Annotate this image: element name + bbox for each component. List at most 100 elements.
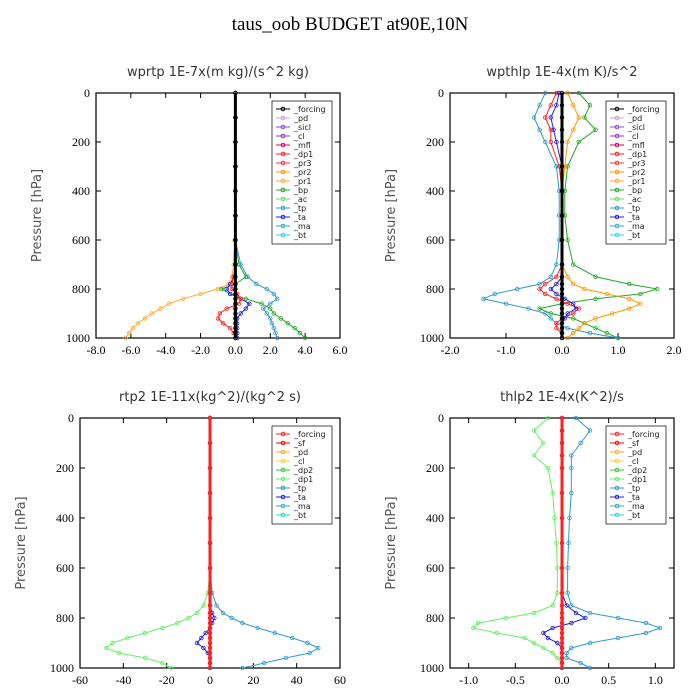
legend-entry: _pd	[293, 114, 308, 123]
data-point	[571, 281, 576, 287]
data-point	[559, 321, 565, 326]
y-axis-label: Pressure [hPa]	[384, 169, 399, 262]
y-tick-label: 400	[56, 511, 74, 525]
data-point	[559, 428, 565, 433]
x-tick-label: -20	[159, 673, 175, 687]
data-point	[199, 635, 204, 641]
data-point	[233, 262, 238, 267]
data-point	[302, 335, 308, 341]
data-point	[541, 630, 546, 636]
legend-entry: _bp	[627, 186, 642, 195]
data-point	[207, 625, 213, 631]
data-point	[207, 615, 213, 621]
data-point	[142, 655, 148, 661]
data-point	[207, 630, 213, 636]
data-point	[571, 311, 576, 316]
data-point	[573, 610, 579, 616]
data-point	[548, 316, 553, 321]
legend-marker	[614, 106, 620, 112]
legend-marker	[280, 214, 286, 220]
data-point	[110, 640, 115, 646]
data-point	[554, 274, 559, 279]
data-point	[545, 465, 551, 471]
legend-entry: _tp	[627, 204, 640, 213]
data-point	[264, 311, 269, 316]
data-point	[160, 660, 165, 666]
data-point	[207, 540, 213, 546]
data-point	[126, 330, 132, 336]
data-point	[554, 321, 559, 326]
legend-marker	[614, 196, 620, 202]
data-point	[576, 115, 581, 120]
data-point	[559, 296, 565, 301]
data-point	[537, 281, 542, 287]
data-point	[587, 640, 593, 646]
data-point	[554, 296, 559, 301]
x-tick-label: 0.0	[555, 673, 570, 687]
data-point	[565, 274, 570, 279]
data-point	[207, 415, 213, 421]
series-line-dp1g	[472, 417, 563, 668]
legend-entry: _cl	[293, 132, 305, 141]
x-tick-label: 1.0	[648, 673, 663, 687]
data-point	[307, 650, 312, 656]
data-point	[559, 237, 565, 243]
data-point	[233, 115, 238, 120]
data-point	[233, 306, 238, 311]
data-point	[221, 321, 226, 326]
y-tick-label: 800	[426, 282, 444, 296]
legend-marker	[614, 440, 620, 446]
data-point	[564, 650, 569, 656]
data-point	[559, 660, 565, 666]
data-point	[207, 490, 213, 496]
data-point	[555, 655, 560, 661]
data-point	[554, 262, 559, 267]
data-point	[587, 330, 593, 336]
data-point	[559, 301, 565, 306]
legend-marker	[280, 494, 286, 500]
data-point	[531, 115, 537, 120]
data-point	[550, 625, 555, 631]
data-point	[243, 306, 249, 311]
data-point	[278, 316, 283, 321]
data-point	[582, 321, 587, 326]
data-point	[201, 603, 206, 608]
data-point	[638, 291, 643, 297]
data-point	[116, 650, 122, 656]
legend-entry: _tp	[627, 484, 640, 493]
data-point	[233, 274, 238, 279]
data-point	[219, 286, 224, 292]
data-point	[573, 306, 579, 311]
data-point	[233, 164, 238, 169]
data-point	[559, 515, 565, 521]
data-point	[207, 620, 213, 626]
data-point	[207, 465, 213, 471]
data-point	[271, 326, 276, 331]
data-point	[273, 330, 278, 336]
data-point	[576, 306, 581, 311]
data-point	[233, 301, 238, 306]
data-point	[567, 515, 572, 521]
y-axis-label: Pressure [hPa]	[384, 496, 399, 589]
data-point	[582, 115, 587, 120]
data-point	[559, 565, 565, 571]
legend-entry: _dp1	[627, 475, 647, 484]
legend-marker	[280, 476, 286, 482]
data-point	[559, 603, 565, 608]
legend-marker	[280, 512, 286, 518]
data-point	[515, 286, 520, 292]
data-point	[593, 296, 598, 301]
data-point	[569, 453, 574, 458]
series-line-tp	[566, 417, 662, 669]
data-point	[564, 603, 569, 608]
data-point	[229, 615, 234, 621]
legend-entry: _bt	[627, 231, 640, 240]
data-point	[207, 665, 213, 671]
legend-entry: _ta	[293, 213, 306, 222]
legend-entry: _ma	[627, 502, 645, 511]
chart-panel-4: thlp2 1E-4x(K^2)/s Pressure [hPa] -1.0 -0.5…	[384, 390, 675, 687]
data-point	[233, 291, 238, 297]
data-point	[531, 453, 537, 458]
data-point	[559, 650, 565, 656]
